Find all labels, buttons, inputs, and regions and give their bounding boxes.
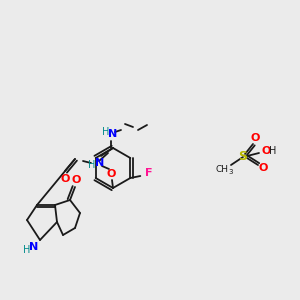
- Text: N: N: [29, 242, 39, 252]
- Text: H: H: [23, 245, 31, 255]
- Text: H: H: [102, 127, 110, 137]
- Text: N: N: [95, 158, 105, 168]
- Text: H: H: [88, 160, 96, 170]
- Text: O: O: [261, 146, 271, 156]
- Text: O: O: [258, 163, 268, 173]
- Text: S: S: [238, 151, 247, 164]
- Text: O: O: [250, 133, 260, 143]
- Text: CH: CH: [215, 164, 229, 173]
- Text: N: N: [108, 129, 118, 139]
- Text: F: F: [145, 168, 152, 178]
- Text: O: O: [60, 174, 70, 184]
- Text: O: O: [106, 169, 116, 179]
- Text: 3: 3: [229, 169, 233, 175]
- Text: O: O: [71, 175, 81, 185]
- Text: H: H: [269, 146, 277, 156]
